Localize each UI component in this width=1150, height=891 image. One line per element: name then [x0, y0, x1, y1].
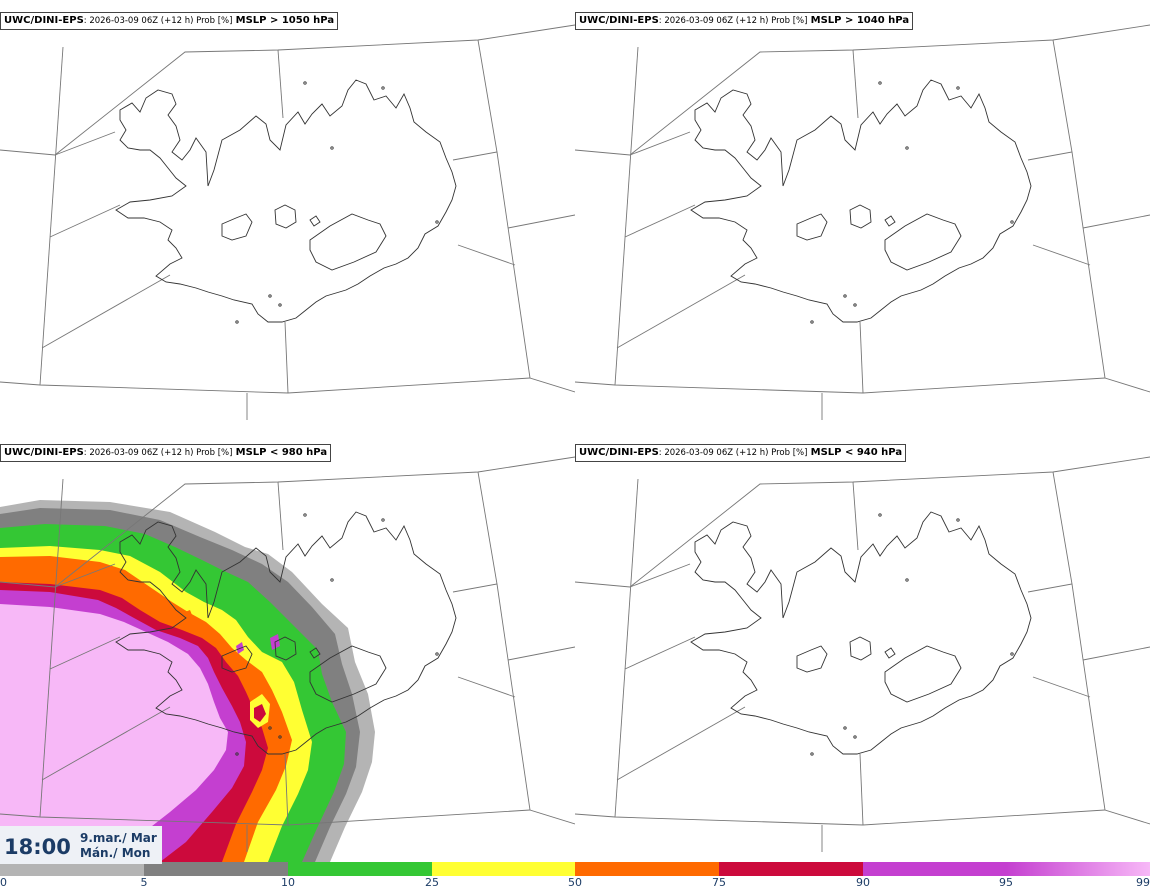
colorbar-segment [863, 862, 1006, 876]
coastline [115, 79, 457, 324]
coastline [690, 79, 1032, 324]
coastline [115, 511, 457, 756]
colorbar-tick-label: 50 [568, 876, 582, 889]
colorbar-tick-label: 0 [0, 876, 7, 889]
colorbar-segment [719, 862, 863, 876]
run-info: : 2026-03-09 06Z (+12 h) Prob [%] [658, 16, 808, 26]
parameter-label: MSLP > 1050 hPa [235, 15, 335, 26]
parameter-label: MSLP < 940 hPa [810, 447, 903, 458]
colorbar-segment [575, 862, 719, 876]
map-panel-bottom-left: UWC/DINI-EPS: 2026-03-09 06Z (+12 h) Pro… [0, 432, 575, 862]
model-name: UWC/DINI-EPS [579, 15, 659, 26]
colorbar-tick-label: 95 [999, 876, 1013, 889]
valid-date: 9.mar./ Mar [80, 831, 157, 845]
iceland-map [0, 24, 575, 420]
panel-title: UWC/DINI-EPS: 2026-03-09 06Z (+12 h) Pro… [575, 444, 907, 462]
colorbar-segment [0, 862, 144, 876]
colorbar-tick-label: 75 [712, 876, 726, 889]
parameter-label: MSLP < 980 hPa [235, 447, 328, 458]
run-info: : 2026-03-09 06Z (+12 h) Prob [%] [83, 16, 233, 26]
model-name: UWC/DINI-EPS [4, 15, 84, 26]
coastline [690, 511, 1032, 756]
lat-lon-grid [0, 456, 575, 852]
iceland-map [575, 24, 1150, 420]
colorbar-segment [432, 862, 575, 876]
iceland-map [575, 456, 1150, 852]
colorbar [0, 862, 1150, 876]
run-info: : 2026-03-09 06Z (+12 h) Prob [%] [83, 448, 233, 458]
panel-title: UWC/DINI-EPS: 2026-03-09 06Z (+12 h) Pro… [0, 12, 339, 30]
colorbar-segment [144, 862, 288, 876]
valid-time-box: 18:00 9.mar./ Mar Mán./ Mon [0, 826, 162, 864]
run-info: : 2026-03-09 06Z (+12 h) Prob [%] [658, 448, 808, 458]
colorbar-tick-label: 5 [140, 876, 148, 889]
colorbar-ticks: 0 5 10 25 50 75 90 95 99 [0, 876, 1150, 891]
map-panel-bottom-right: UWC/DINI-EPS: 2026-03-09 06Z (+12 h) Pro… [575, 432, 1150, 862]
parameter-label: MSLP > 1040 hPa [810, 15, 910, 26]
colorbar-tick-label: 10 [281, 876, 295, 889]
iceland-map [0, 456, 575, 862]
panel-title: UWC/DINI-EPS: 2026-03-09 06Z (+12 h) Pro… [575, 12, 914, 30]
colorbar-tick-label: 99 [1136, 876, 1150, 889]
panel-title: UWC/DINI-EPS: 2026-03-09 06Z (+12 h) Pro… [0, 444, 332, 462]
map-panel-top-right: UWC/DINI-EPS: 2026-03-09 06Z (+12 h) Pro… [575, 0, 1150, 430]
colorbar-tick-label: 25 [425, 876, 439, 889]
lat-lon-grid [575, 456, 1150, 852]
valid-time: 18:00 [4, 835, 71, 859]
colorbar-segment [288, 862, 432, 876]
colorbar-tick-label: 90 [856, 876, 870, 889]
valid-weekday: Mán./ Mon [80, 846, 151, 860]
lat-lon-grid [575, 24, 1150, 420]
colorbar-segment [1006, 862, 1150, 876]
lat-lon-grid [0, 24, 575, 420]
model-name: UWC/DINI-EPS [579, 447, 659, 458]
map-panel-top-left: UWC/DINI-EPS: 2026-03-09 06Z (+12 h) Pro… [0, 0, 575, 430]
probability-shading [0, 500, 375, 862]
model-name: UWC/DINI-EPS [4, 447, 84, 458]
